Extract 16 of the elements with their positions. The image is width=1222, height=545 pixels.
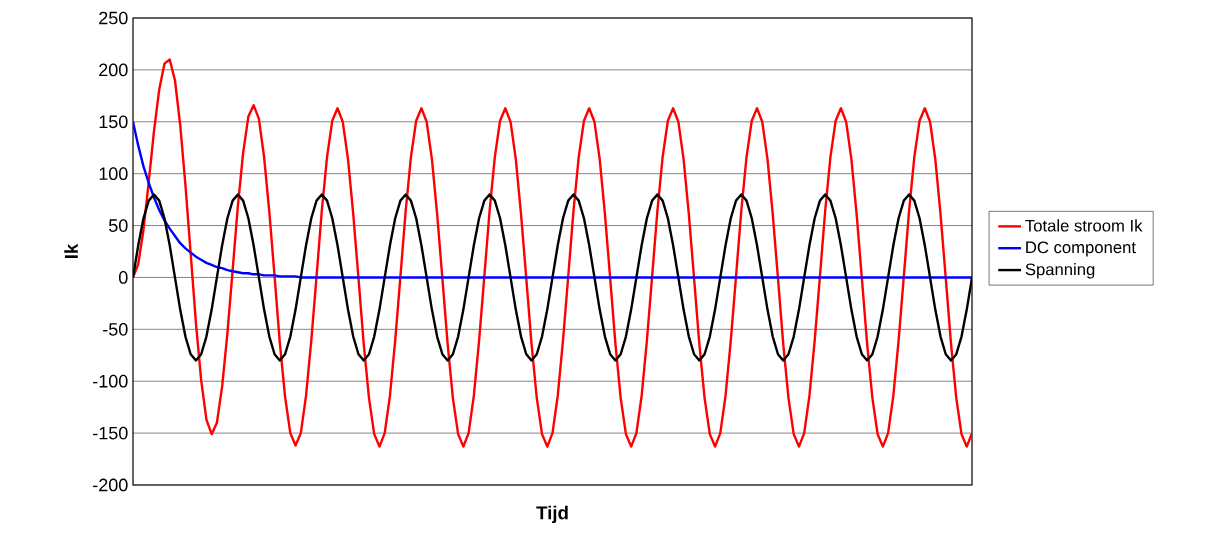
y-tick-label: -200: [93, 478, 128, 492]
y-tick-label: 50: [108, 219, 128, 232]
legend-label: Spanning: [1025, 263, 1095, 279]
y-tick-label: -100: [93, 374, 128, 388]
legend-label: Totale stroom Ik: [1025, 219, 1143, 232]
y-tick-label: 150: [99, 115, 128, 129]
y-axis-title: Ik: [64, 243, 78, 259]
y-tick-label: 250: [99, 11, 128, 25]
x-axis-title: Tijd: [536, 505, 568, 524]
y-tick-label: 200: [99, 63, 128, 77]
y-tick-label: -150: [93, 426, 128, 440]
line-series: [133, 58, 972, 448]
y-tick-label: 100: [99, 167, 128, 181]
y-tick-label: -50: [103, 322, 128, 336]
legend-label: DC component: [1026, 241, 1136, 257]
y-tick-label: 0: [119, 271, 128, 284]
